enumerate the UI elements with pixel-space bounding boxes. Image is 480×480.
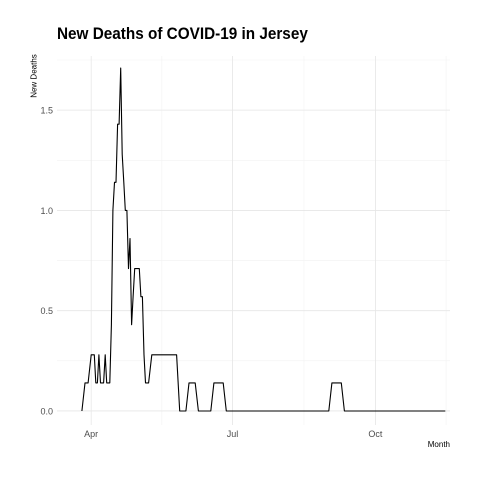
grid-lines <box>57 56 450 425</box>
chart-title: New Deaths of COVID-19 in Jersey <box>57 24 308 43</box>
series-line <box>81 67 446 412</box>
y-tick-label: 0.5 <box>40 306 53 316</box>
tick-labels: 0.0 0.5 1.0 1.5 Apr Jul Oct <box>40 106 382 439</box>
x-axis-label: Month <box>427 440 450 449</box>
x-tick-label: Oct <box>368 429 383 439</box>
y-tick-label: 1.0 <box>40 206 53 216</box>
series-layer <box>81 67 446 412</box>
x-tick-label: Apr <box>84 429 98 439</box>
y-tick-label: 1.5 <box>40 106 53 116</box>
y-tick-label: 0.0 <box>40 406 53 416</box>
x-tick-label: Jul <box>227 429 239 439</box>
